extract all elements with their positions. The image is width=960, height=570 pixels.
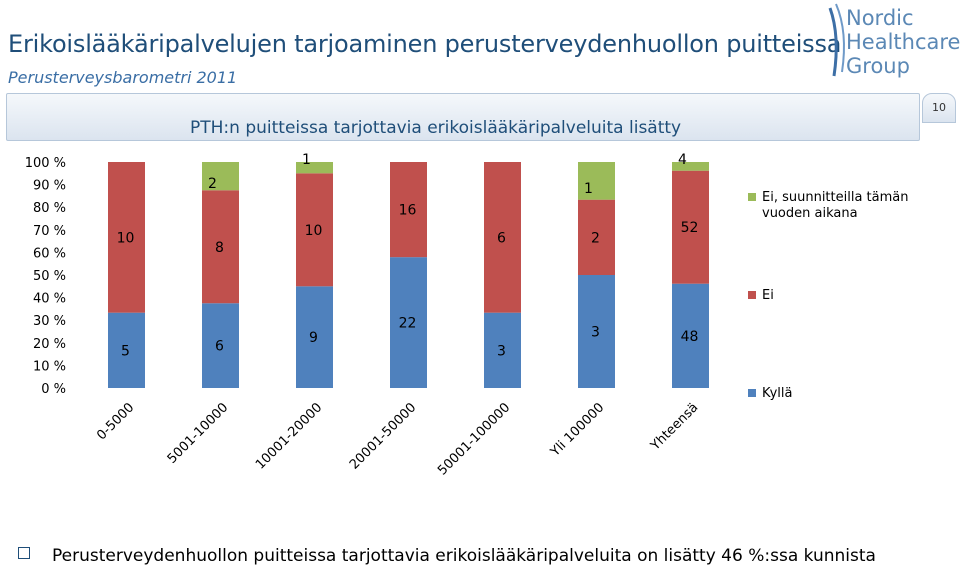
bar-segment — [390, 257, 427, 388]
data-label: 10 — [305, 223, 323, 239]
y-tick-label: 50 % — [33, 269, 66, 284]
chart-title-banner — [6, 93, 920, 141]
page-number: 10 — [922, 93, 956, 123]
legend-swatch — [748, 193, 756, 201]
bar-segment — [202, 303, 239, 388]
logo-line-nordic: Nordic — [846, 6, 914, 30]
data-label: 48 — [681, 329, 699, 345]
bar-segment — [296, 162, 333, 174]
data-label: 52 — [681, 220, 699, 236]
bar-segment — [108, 312, 145, 388]
logo-line-group: Group — [846, 54, 910, 78]
bar-segment — [672, 170, 709, 284]
bar-segment — [202, 190, 239, 304]
y-tick-label: 0 % — [41, 382, 66, 397]
data-label: 22 — [399, 316, 417, 332]
footer-text: Perusterveydenhuollon puitteissa tarjott… — [52, 546, 876, 566]
x-tick-label: 50001-100000 — [435, 400, 513, 478]
bar-segment — [672, 162, 709, 171]
bar-segment — [578, 199, 615, 275]
bar-segment — [296, 286, 333, 388]
bar-segment — [578, 275, 615, 388]
data-label: 10 — [117, 230, 135, 246]
data-label: 3 — [497, 343, 506, 359]
data-label: 2 — [591, 230, 600, 246]
bar-segment — [390, 162, 427, 258]
legend-label: vuoden aikana — [762, 206, 858, 221]
bar-segment — [578, 162, 615, 200]
legend-label: Ei, suunnitteilla tämän — [762, 190, 909, 205]
x-tick-label: 20001-50000 — [347, 400, 419, 472]
y-tick-label: 60 % — [33, 246, 66, 261]
y-tick-label: 20 % — [33, 337, 66, 352]
bar-segment — [202, 162, 239, 191]
data-label: 9 — [309, 330, 318, 346]
y-tick-label: 70 % — [33, 224, 66, 239]
data-label: 5 — [121, 343, 130, 359]
x-tick-label: Yli 100000 — [547, 400, 607, 460]
bar-segment — [484, 162, 521, 313]
bar-segment — [672, 283, 709, 388]
x-tick-label: 10001-20000 — [253, 400, 325, 472]
logo-line-healthcare: Healthcare — [846, 30, 960, 54]
bar-segment — [484, 312, 521, 388]
page-subtitle: Perusterveysbarometri 2011 — [8, 68, 238, 87]
page-title: Erikoislääkäripalvelujen tarjoaminen per… — [8, 30, 842, 58]
data-label: 2 — [208, 176, 217, 192]
y-tick-label: 90 % — [33, 179, 66, 194]
data-label: 6 — [215, 339, 224, 355]
nordic-healthcare-logo-icon — [828, 3, 845, 77]
legend-swatch — [748, 389, 756, 397]
bar-segment — [296, 173, 333, 287]
data-label: 1 — [584, 181, 593, 197]
y-tick-label: 100 % — [25, 156, 66, 171]
legend-label: Ei — [762, 288, 774, 303]
checkbox-bullet-icon — [18, 547, 30, 559]
logo-text: Nordic Healthcare Group — [846, 6, 960, 78]
legend-swatch — [748, 291, 756, 299]
x-tick-label: 0-5000 — [94, 400, 137, 443]
chart-title: PTH:n puitteissa tarjottavia erikoislääk… — [190, 118, 682, 138]
data-label: 4 — [678, 152, 687, 168]
data-label: 3 — [591, 325, 600, 341]
y-tick-label: 80 % — [33, 201, 66, 216]
data-label: 6 — [497, 230, 506, 246]
y-tick-label: 40 % — [33, 292, 66, 307]
data-label: 16 — [399, 203, 417, 219]
x-tick-label: Yhteensä — [647, 400, 701, 454]
data-label: 1 — [302, 152, 311, 168]
y-tick-label: 10 % — [33, 359, 66, 374]
data-label: 8 — [215, 240, 224, 256]
x-tick-label: 5001-10000 — [165, 400, 232, 467]
y-tick-label: 30 % — [33, 314, 66, 329]
legend-label: Kyllä — [762, 386, 792, 401]
bar-segment — [108, 162, 145, 313]
